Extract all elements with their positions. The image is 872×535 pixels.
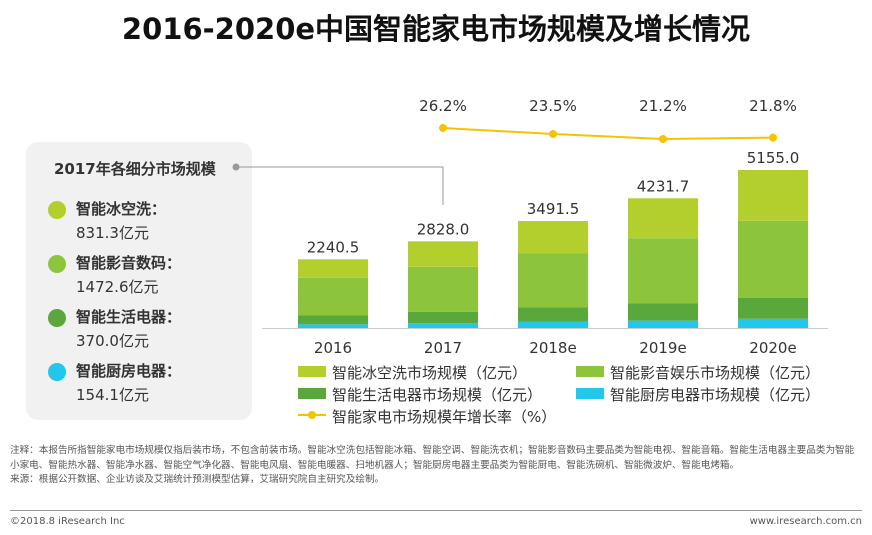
panel-item-name: 智能生活电器： (76, 308, 182, 326)
source-text: 来源：根据公开数据、企业访谈及艾瑞统计预测模型估算，艾瑞研究院自主研究及绘制。 (10, 474, 385, 485)
growth-line (442, 127, 774, 141)
panel-dot-icon (48, 309, 66, 327)
bar-total-label: 2828.0 (417, 220, 470, 238)
bar-segment (298, 259, 368, 278)
legend-label: 智能影音娱乐市场规模（亿元） (610, 364, 821, 382)
growth-point (659, 135, 667, 143)
chart-title: 2016-2020e中国智能家电市场规模及增长情况 (121, 12, 751, 46)
bar-segment (628, 198, 698, 239)
callout-connector (236, 166, 444, 205)
copyright: ©2018.8 iResearch Inc (10, 516, 125, 527)
bar-segment (738, 170, 808, 221)
growth-point (769, 133, 777, 142)
bar-segment (518, 307, 588, 322)
bar-segment (298, 315, 368, 325)
panel-item-value: 1472.6亿元 (76, 278, 159, 296)
x-tick-label: 2020e (749, 339, 796, 357)
bar-segment (738, 297, 808, 319)
legend-label: 智能冰空洗市场规模（亿元） (332, 364, 528, 382)
panel-dot-icon (48, 255, 66, 273)
stacked-bar-chart: 2240.5 2016 2828.0 2017 3491.5 2018e 4231.7 201… (232, 97, 828, 357)
panel-item-value: 831.3亿元 (76, 224, 149, 242)
footnote: 注释：本报告所指智能家电市场规模仅指后装市场，不包含前装市场。智能冰空洗包括智能… (10, 444, 862, 488)
x-tick-label: 2018e (529, 339, 576, 357)
legend-label: 智能生活电器市场规模（亿元） (332, 386, 543, 404)
segment-panel: 2017年各细分市场规模 智能冰空洗： 831.3亿元 智能影音数码： 1472… (26, 142, 252, 420)
bar-total-label: 3491.5 (527, 200, 580, 218)
bar-segment (628, 320, 698, 328)
growth-label: 23.5% (529, 97, 577, 115)
bar-segment (738, 318, 808, 328)
panel-item-value: 370.0亿元 (76, 332, 149, 350)
legend-line-icon (298, 411, 326, 419)
bar-segment (408, 241, 478, 267)
bar-segment (518, 321, 588, 328)
growth-point (439, 124, 447, 132)
bar-segment (628, 238, 698, 304)
legend-swatch (576, 388, 604, 399)
legend-label: 智能家电市场规模年增长率（%） (332, 408, 557, 426)
bar-total-label: 5155.0 (747, 149, 800, 167)
bar-segment (738, 220, 808, 298)
bar-segment (518, 253, 588, 308)
panel-dot-icon (48, 363, 66, 381)
callout-dot (232, 163, 240, 171)
panel-dot-icon (48, 201, 66, 219)
growth-point (549, 129, 557, 138)
legend-label: 智能厨房电器市场规模（亿元） (610, 386, 821, 404)
legend-swatch (298, 388, 326, 399)
panel-item-name: 智能影音数码： (76, 254, 182, 272)
bar-total-label: 2240.5 (307, 238, 360, 256)
bar-segment (628, 303, 698, 321)
bar-segment (408, 311, 478, 324)
panel-item-value: 154.1亿元 (76, 386, 149, 404)
bar-segment (518, 220, 588, 254)
x-tick-label: 2017 (424, 339, 462, 357)
growth-label: 21.8% (749, 97, 797, 115)
bar-segment (298, 324, 368, 328)
bar-segment (408, 266, 478, 312)
bar-segment (298, 277, 368, 316)
footer-divider (10, 510, 862, 511)
bar-segment (408, 323, 478, 328)
note-text: 注释：本报告所指智能家电市场规模仅指后装市场，不包含前装市场。智能冰空洗包括智能… (10, 445, 855, 471)
panel-item-name: 智能厨房电器： (76, 362, 182, 380)
growth-label: 21.2% (639, 97, 687, 115)
panel-item-name: 智能冰空洗： (76, 200, 167, 218)
panel-title: 2017年各细分市场规模 (54, 160, 216, 178)
website-url: www.iresearch.com.cn (749, 516, 862, 527)
x-tick-label: 2019e (639, 339, 686, 357)
x-tick-label: 2016 (314, 339, 352, 357)
legend-swatch (298, 366, 326, 377)
bar-total-label: 4231.7 (637, 177, 690, 195)
legend-swatch (576, 366, 604, 377)
growth-label: 26.2% (419, 97, 467, 115)
